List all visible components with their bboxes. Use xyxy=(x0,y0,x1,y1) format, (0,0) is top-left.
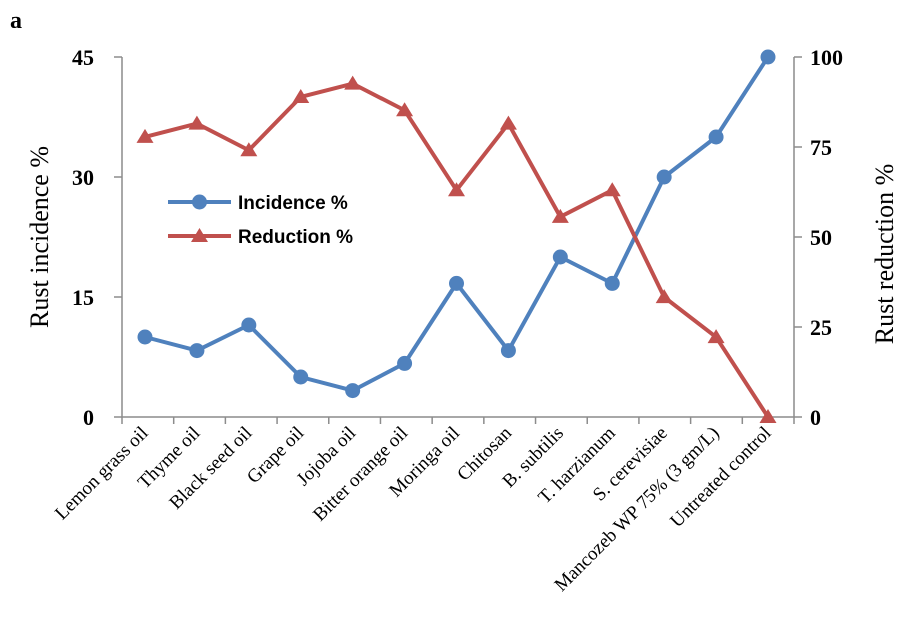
series-layer xyxy=(136,49,777,423)
y-tick-label: 0 xyxy=(83,405,94,430)
data-point-reduction xyxy=(759,409,777,423)
data-point-incidence xyxy=(241,317,257,333)
data-point-reduction xyxy=(396,102,414,117)
x-tick-label: Lemon grass oil xyxy=(51,423,152,524)
data-point-reduction xyxy=(240,142,258,157)
data-point-incidence xyxy=(189,343,205,359)
data-point-incidence xyxy=(449,275,464,291)
data-point-reduction xyxy=(707,329,725,344)
data-point-reduction xyxy=(603,182,621,197)
legend-marker-reduction xyxy=(191,228,208,242)
data-point-incidence xyxy=(552,249,568,265)
data-point-reduction xyxy=(551,208,569,223)
right-axis-ticks: 0 25 50 75 100 xyxy=(794,45,843,430)
panel-label: a xyxy=(10,8,22,34)
data-point-reduction xyxy=(188,115,206,130)
y2-axis-label: Rust reduction % xyxy=(870,164,899,345)
legend-item-reduction: Reduction % xyxy=(168,227,353,248)
data-point-reduction xyxy=(292,88,310,103)
y-axis-label: Rust incidence % xyxy=(25,146,54,328)
legend-item-incidence: Incidence % xyxy=(168,193,348,214)
left-axis-ticks: 0 15 30 45 xyxy=(72,45,122,430)
data-point-incidence xyxy=(656,169,672,185)
data-point-incidence xyxy=(708,129,724,145)
legend-label-incidence: Incidence % xyxy=(238,193,348,214)
data-point-incidence xyxy=(293,369,309,385)
y2-tick-label: 25 xyxy=(810,315,832,340)
data-point-incidence xyxy=(500,343,516,359)
y2-tick-label: 100 xyxy=(810,45,843,70)
legend-label-reduction: Reduction % xyxy=(238,227,353,248)
y-tick-label: 45 xyxy=(72,45,94,70)
series-line-incidence xyxy=(144,55,770,393)
y2-tick-label: 75 xyxy=(810,135,832,160)
legend-marker-incidence xyxy=(192,194,207,210)
data-point-reduction xyxy=(344,75,362,90)
legend: Incidence % Reduction % xyxy=(168,193,353,248)
data-point-incidence xyxy=(137,329,153,345)
data-point-reduction xyxy=(499,115,517,130)
data-point-incidence xyxy=(345,383,361,399)
data-point-incidence xyxy=(397,355,413,371)
data-point-reduction xyxy=(655,289,673,304)
data-point-incidence xyxy=(604,275,620,291)
data-point-incidence xyxy=(760,49,776,65)
y2-tick-label: 50 xyxy=(810,225,832,250)
data-point-reduction xyxy=(136,128,154,143)
y2-tick-label: 0 xyxy=(810,405,821,430)
series-line-reduction xyxy=(144,81,770,419)
y-tick-label: 30 xyxy=(72,165,94,190)
y-tick-label: 15 xyxy=(72,285,94,310)
data-point-reduction xyxy=(448,182,465,197)
